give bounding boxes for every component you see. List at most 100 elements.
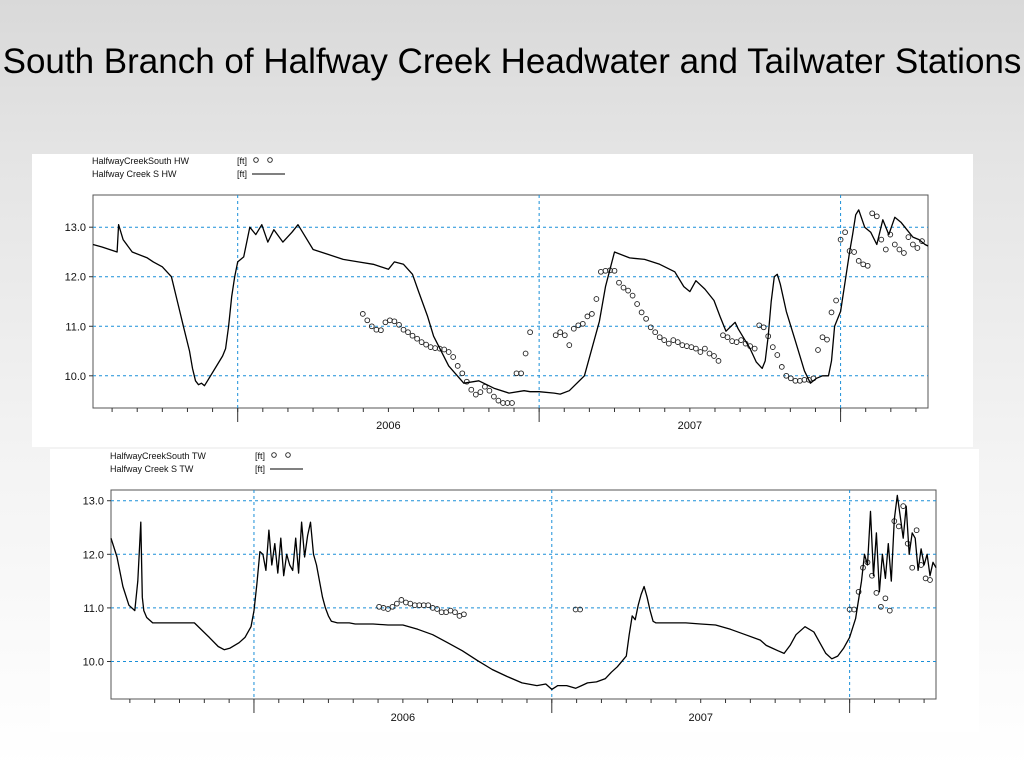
tailwater-chart: 10.011.012.013.0200620072008HalfwayCreek…	[83, 451, 937, 724]
data-point	[900, 503, 907, 509]
data-point	[389, 603, 396, 610]
data-point	[706, 350, 713, 357]
legend-series-name: HalfwayCreekSouth HW	[92, 156, 190, 166]
data-point	[869, 210, 876, 217]
data-point	[901, 250, 907, 256]
data-point	[909, 564, 916, 571]
data-point	[702, 345, 708, 352]
data-point	[373, 326, 380, 333]
data-point	[787, 375, 794, 382]
data-point	[711, 353, 717, 359]
data-point	[638, 309, 645, 316]
data-point	[441, 346, 448, 353]
data-point	[882, 595, 889, 602]
data-point	[634, 301, 640, 307]
data-point	[616, 279, 622, 286]
data-point	[643, 315, 649, 322]
y-tick-label: 10.0	[65, 371, 86, 383]
data-point	[756, 322, 763, 329]
data-point	[855, 258, 862, 264]
plot-frame	[92, 194, 929, 409]
data-point	[394, 600, 400, 607]
data-point	[454, 363, 461, 369]
legend-series-name: Halfway Creek S TW	[110, 464, 194, 474]
data-point	[602, 267, 609, 274]
data-point	[913, 527, 920, 534]
data-point	[382, 319, 389, 326]
data-point	[561, 332, 568, 339]
data-point	[873, 590, 880, 596]
data-point	[842, 229, 848, 236]
data-point	[368, 323, 375, 330]
data-point	[837, 236, 844, 243]
data-point	[378, 327, 384, 334]
data-point	[910, 241, 916, 248]
data-point	[751, 345, 758, 352]
data-point	[423, 341, 429, 348]
data-point	[391, 318, 398, 325]
data-point	[495, 397, 502, 404]
data-point	[552, 332, 559, 339]
data-point	[670, 337, 677, 343]
data-point	[886, 607, 893, 614]
y-tick-label: 11.0	[65, 321, 86, 333]
data-point	[452, 609, 458, 616]
legend-unit: [ft]	[237, 169, 247, 179]
data-point	[398, 597, 405, 603]
legend-circle-swatch	[271, 452, 277, 458]
legend-unit: [ft]	[255, 451, 265, 461]
data-point	[459, 370, 466, 377]
data-point	[851, 249, 857, 255]
headwater-chart-panel: 10.011.012.013.0200620072008HalfwayCreek…	[32, 154, 973, 447]
data-point	[364, 317, 371, 324]
data-point	[873, 213, 880, 220]
legend-unit: [ft]	[255, 464, 265, 474]
legend-series-name: HalfwayCreekSouth TW	[110, 451, 206, 461]
data-point	[891, 241, 898, 248]
data-point	[679, 342, 686, 348]
data-point	[774, 352, 781, 358]
legend-circle-swatch	[267, 157, 273, 163]
data-point	[674, 339, 681, 345]
data-point	[629, 292, 636, 299]
data-point	[425, 602, 432, 609]
data-point	[815, 347, 821, 353]
data-point	[461, 611, 467, 618]
data-point	[589, 311, 595, 317]
data-point	[387, 317, 393, 324]
data-point	[611, 267, 618, 274]
data-point	[833, 297, 839, 304]
data-point	[864, 262, 871, 269]
legend-unit: [ft]	[237, 156, 247, 166]
data-point	[405, 329, 411, 336]
legend-circle-swatch	[253, 157, 259, 163]
series-line-hw	[92, 209, 929, 395]
data-point	[414, 335, 420, 342]
data-point	[593, 296, 600, 302]
data-point	[652, 329, 659, 336]
data-point	[828, 309, 835, 316]
data-point	[620, 284, 627, 291]
data-point	[491, 393, 497, 400]
data-point	[577, 606, 583, 613]
data-point	[598, 268, 604, 275]
series-line-tw	[110, 494, 937, 691]
data-point	[468, 386, 475, 393]
data-point	[527, 329, 533, 336]
data-point	[914, 245, 921, 251]
data-point	[895, 523, 902, 530]
data-point	[715, 358, 722, 364]
data-point	[579, 320, 586, 327]
data-point	[738, 337, 744, 343]
y-tick-label: 12.0	[65, 272, 86, 284]
data-point	[878, 603, 884, 610]
data-point	[570, 325, 577, 332]
data-point	[400, 326, 407, 333]
data-point	[472, 391, 479, 398]
data-point	[427, 344, 434, 350]
x-tick-label: 2007	[678, 420, 702, 432]
data-point	[729, 338, 735, 344]
data-point	[418, 339, 425, 345]
data-point	[432, 345, 438, 351]
data-point	[693, 345, 699, 352]
